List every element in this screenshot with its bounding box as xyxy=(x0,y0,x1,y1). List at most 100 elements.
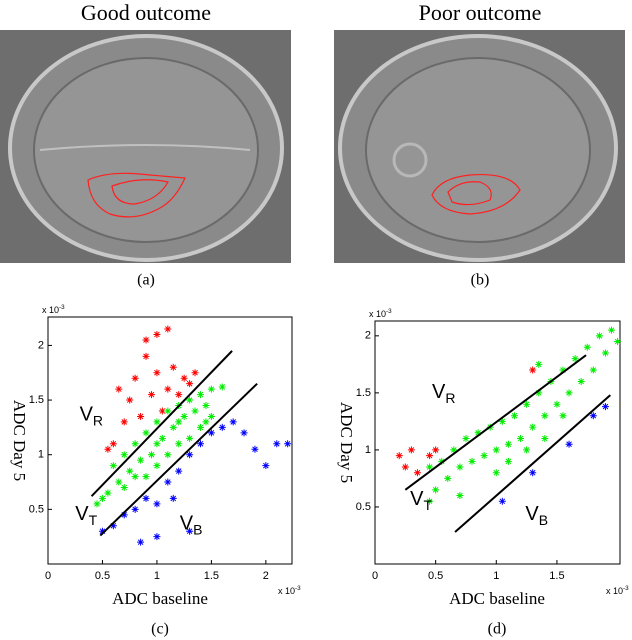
point xyxy=(164,407,172,415)
point xyxy=(153,500,161,508)
point xyxy=(444,474,452,482)
x-multiplier-script: -3 xyxy=(295,585,301,592)
annotation-script: B xyxy=(539,512,548,528)
point xyxy=(456,492,464,500)
point xyxy=(523,400,531,408)
point xyxy=(565,440,573,448)
point xyxy=(169,494,177,502)
annotation-script: R xyxy=(93,412,103,428)
point xyxy=(93,500,101,508)
point xyxy=(468,457,476,465)
caption: (c) xyxy=(151,621,169,638)
point xyxy=(608,326,616,334)
point xyxy=(432,446,440,454)
x-multiplier-script: -3 xyxy=(623,585,629,592)
annotation: VB xyxy=(525,503,548,527)
mri-structure xyxy=(392,142,428,178)
point xyxy=(197,440,204,448)
point xyxy=(186,396,194,404)
point xyxy=(98,527,106,535)
x-axis-label: ADC baseline xyxy=(449,589,545,608)
point xyxy=(571,355,579,363)
y-axis-label: ADC Day 5 xyxy=(337,402,356,483)
point xyxy=(407,446,415,454)
point xyxy=(504,457,512,465)
point xyxy=(273,440,281,448)
point xyxy=(158,434,166,442)
point xyxy=(541,412,549,420)
x-tick-label: 1.5 xyxy=(549,570,564,582)
threshold-line xyxy=(454,394,611,533)
point xyxy=(104,445,112,453)
point xyxy=(142,494,150,502)
point xyxy=(565,389,573,397)
point xyxy=(169,423,177,431)
point xyxy=(589,366,597,374)
point xyxy=(197,391,204,399)
annotation-text: V xyxy=(410,488,424,510)
point xyxy=(153,440,161,448)
caption: (b) xyxy=(471,272,490,289)
lesion-contour xyxy=(87,172,186,218)
y-tick-label: 1 xyxy=(38,449,44,461)
annotation: VT xyxy=(410,488,432,512)
point xyxy=(523,446,531,454)
annotation-script: T xyxy=(424,497,433,513)
annotation-script: B xyxy=(193,521,202,537)
caption: (a) xyxy=(137,272,155,289)
point xyxy=(142,429,150,437)
point xyxy=(175,467,183,475)
point xyxy=(535,389,543,397)
point xyxy=(589,412,597,420)
point xyxy=(175,418,183,426)
point xyxy=(601,349,609,357)
point xyxy=(164,451,172,459)
y-tick-label: 1.5 xyxy=(29,394,44,406)
point xyxy=(413,469,421,477)
annotation-text: V xyxy=(80,404,94,426)
lesion-contour xyxy=(431,173,521,215)
point xyxy=(229,418,237,426)
point xyxy=(131,374,139,382)
point xyxy=(191,407,199,415)
y-multiplier-text: x 10 xyxy=(42,305,59,315)
point xyxy=(251,445,259,453)
point xyxy=(131,440,139,448)
point xyxy=(202,418,210,426)
y-multiplier-script: -3 xyxy=(59,304,65,311)
annotation-script: R xyxy=(445,390,455,406)
point xyxy=(559,412,567,420)
point xyxy=(153,418,161,426)
x-multiplier: x 10-3 xyxy=(606,585,629,597)
point xyxy=(559,366,567,374)
point xyxy=(492,469,500,477)
y-multiplier-script: -3 xyxy=(386,308,392,315)
point xyxy=(498,417,506,425)
point xyxy=(109,462,117,470)
x-tick-label: 1 xyxy=(493,570,499,582)
x-axis-label: ADC baseline xyxy=(112,589,208,608)
x-multiplier-text: x 10 xyxy=(606,586,623,596)
point xyxy=(120,483,128,491)
point xyxy=(180,374,188,382)
point xyxy=(240,429,248,437)
point xyxy=(218,423,226,431)
mri-brain xyxy=(365,57,591,243)
plot-frame xyxy=(47,316,293,565)
point xyxy=(147,391,155,399)
y-multiplier: x 10-3 xyxy=(369,308,392,320)
x-tick-label: 1 xyxy=(154,570,160,582)
point xyxy=(137,412,145,420)
y-tick-label: 0.5 xyxy=(356,501,371,513)
x-tick-label: 0 xyxy=(45,570,51,582)
point xyxy=(541,435,549,443)
x-tick-label: 0.5 xyxy=(428,570,443,582)
annotation-text: V xyxy=(432,381,446,403)
annotation: VR xyxy=(432,381,455,405)
point xyxy=(126,467,134,475)
y-tick-label: 1.5 xyxy=(356,387,371,399)
lesion-contour xyxy=(447,181,492,206)
mri-structure xyxy=(39,144,251,151)
y-tick-label: 2 xyxy=(38,339,44,351)
